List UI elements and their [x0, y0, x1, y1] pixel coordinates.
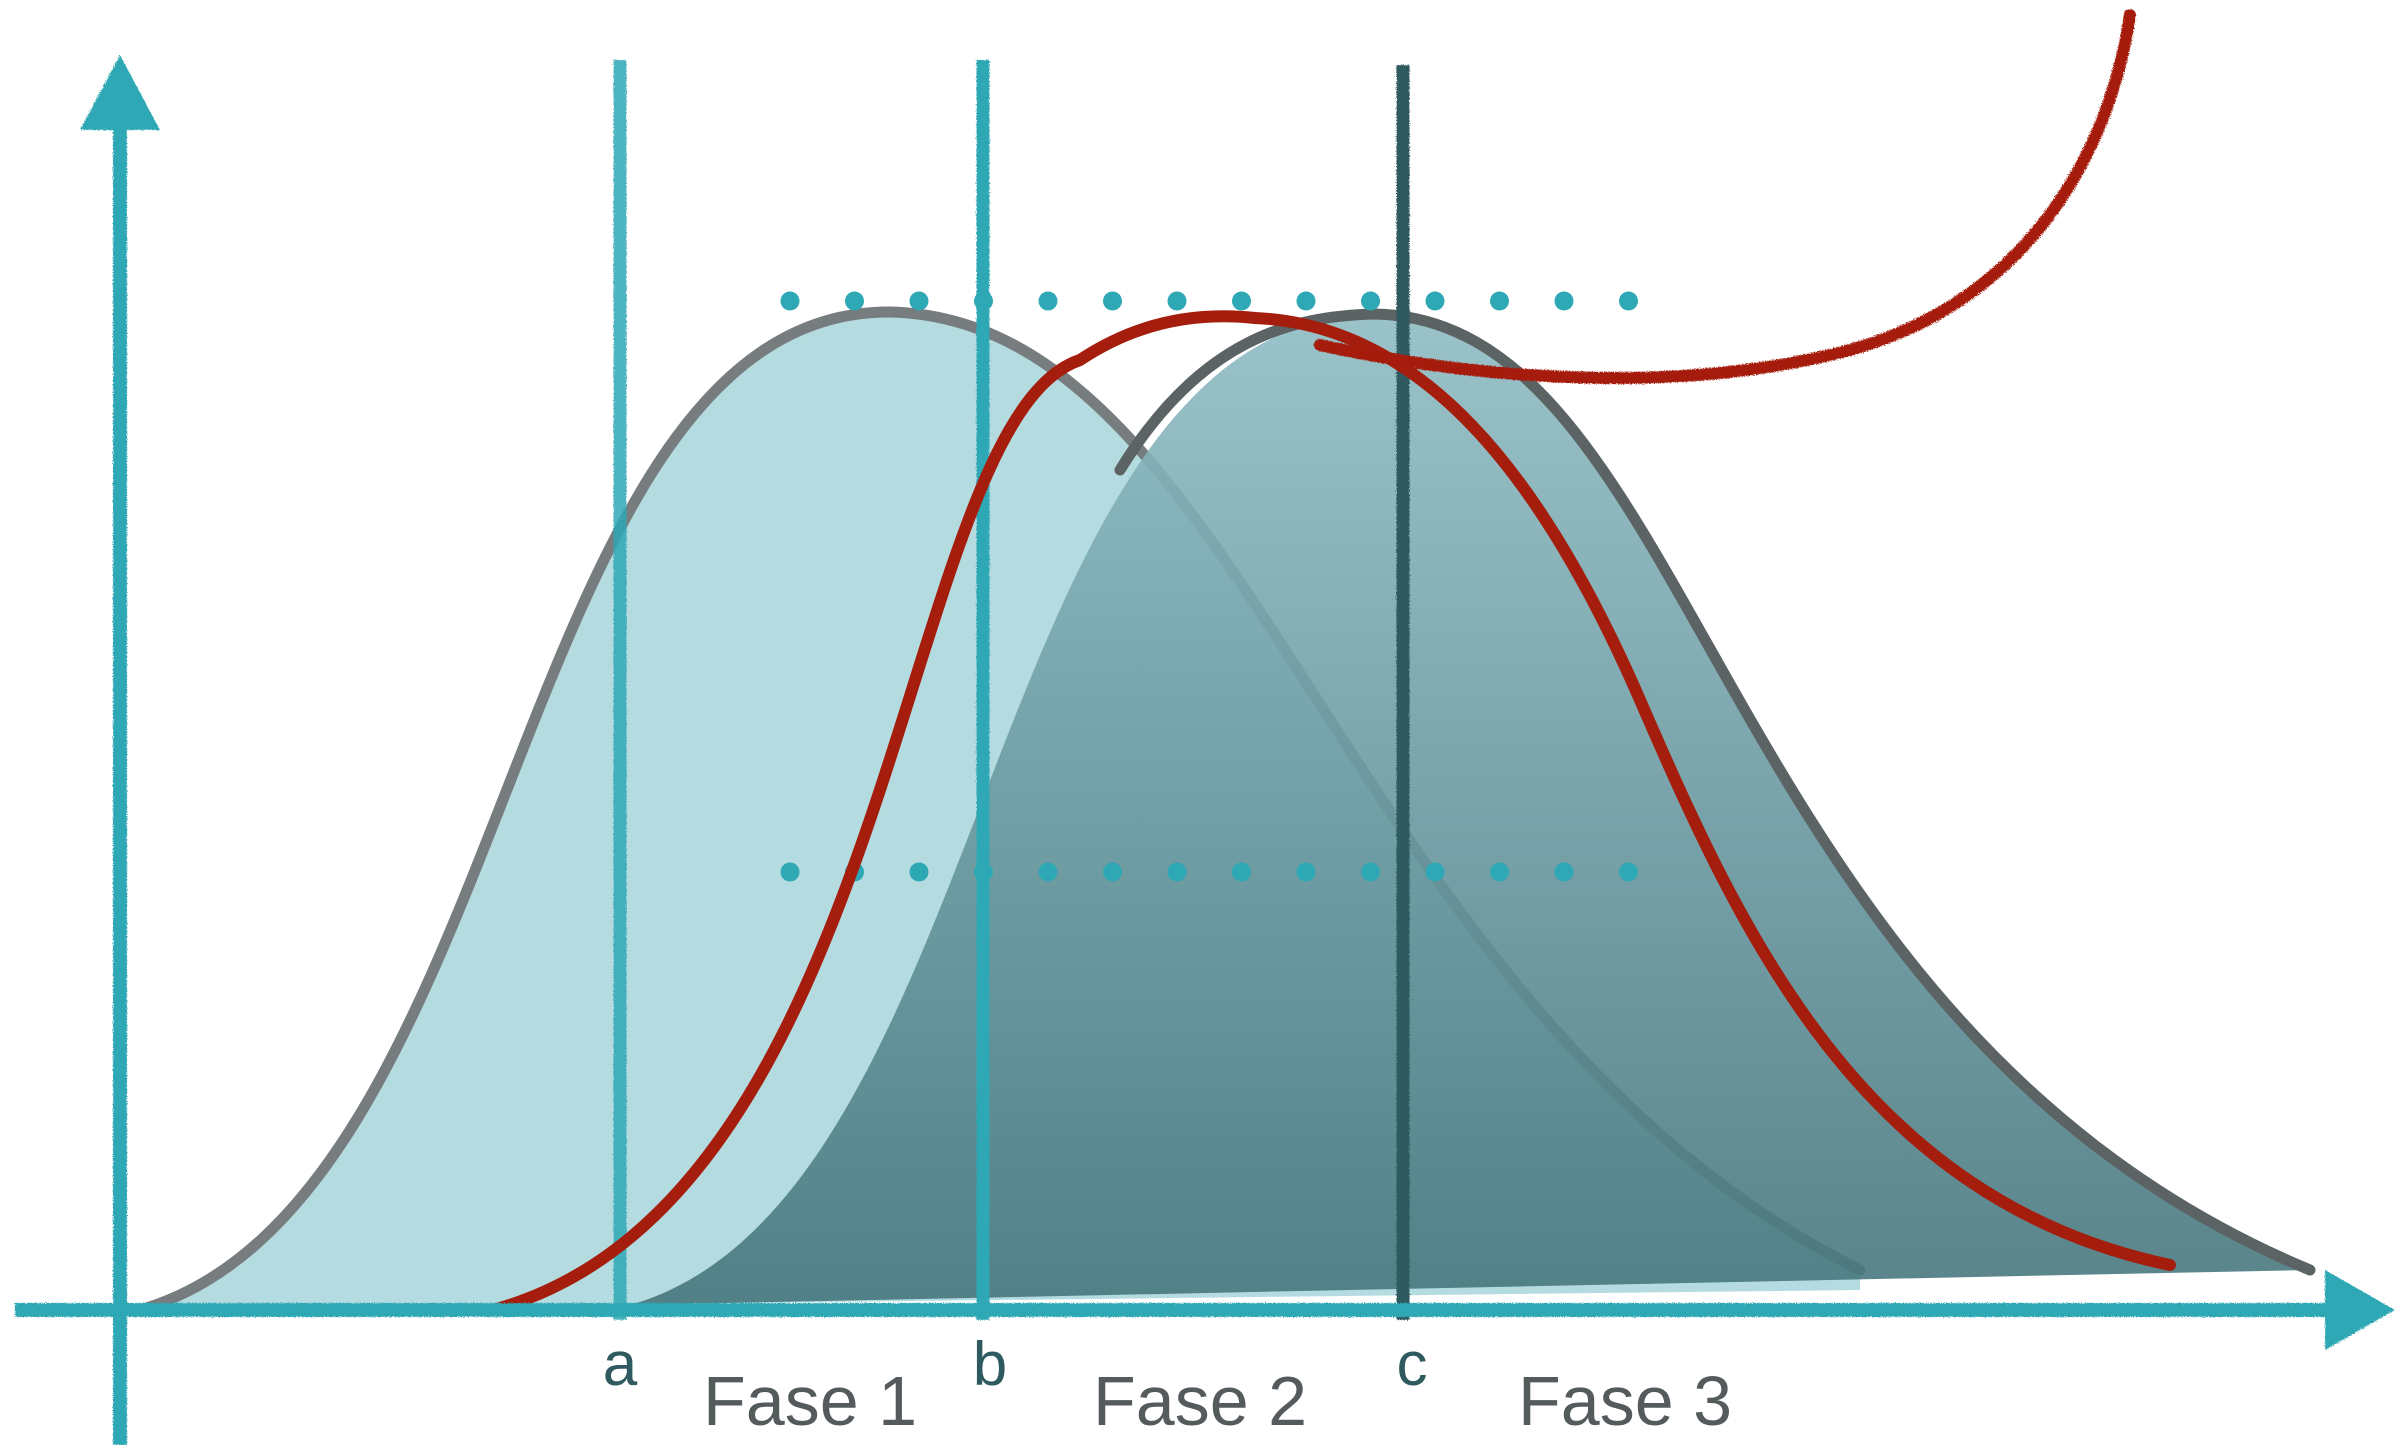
dotted-line-middle-dot [1554, 862, 1574, 882]
dotted-line-top-dot [1296, 291, 1316, 311]
dotted-line-middle-dot [1490, 862, 1509, 882]
marker-label-c: c [1397, 1330, 1428, 1399]
dotted-line-top-dot [845, 291, 864, 311]
dotted-line-middle-dot [1619, 862, 1638, 882]
dotted-line-middle-dot [780, 862, 800, 882]
x-axis-arrowhead [2325, 1270, 2395, 1350]
dotted-line-middle-dot [1232, 862, 1251, 882]
dotted-line-top-dot [909, 291, 929, 311]
dotted-line-top-dot [1425, 291, 1445, 311]
y-axis-arrowhead [80, 55, 160, 130]
bell-curve-phase-3 [630, 314, 2310, 1305]
dotted-line-middle-dot [1425, 862, 1445, 882]
dotted-line-top-dot [1232, 291, 1251, 311]
dotted-line-middle-dot [1038, 862, 1058, 882]
dotted-line-top-dot [780, 291, 800, 311]
red-curve [494, 310, 2176, 1314]
dotted-line-top-dot [1490, 291, 1509, 311]
dotted-line-top-dot [1554, 291, 1574, 311]
dotted-line-middle-dot [1361, 862, 1380, 882]
dotted-line-top-dot [1619, 291, 1638, 311]
dotted-line-middle-dot [1103, 862, 1122, 882]
dotted-line-middle-dot [1296, 862, 1316, 882]
marker-label-a: a [603, 1330, 638, 1399]
phase-label-2: Fase 2 [1093, 1362, 1307, 1440]
phase-label-3: Fase 3 [1518, 1362, 1732, 1440]
red-curve-tail [1314, 9, 2136, 384]
bell-curve-phase-3-outline [1114, 308, 2316, 1276]
dotted-line-top-dot [1103, 291, 1122, 311]
dotted-line-top [780, 291, 1638, 311]
dotted-line-top-dot [1038, 291, 1058, 311]
dotted-line-middle-dot [1167, 862, 1187, 882]
dotted-line-top-dot [1167, 291, 1187, 311]
dotted-line-top-dot [1361, 291, 1380, 311]
phase-label-1: Fase 1 [703, 1362, 917, 1440]
dotted-line-middle-dot [909, 862, 929, 882]
marker-label-b: b [973, 1330, 1007, 1399]
